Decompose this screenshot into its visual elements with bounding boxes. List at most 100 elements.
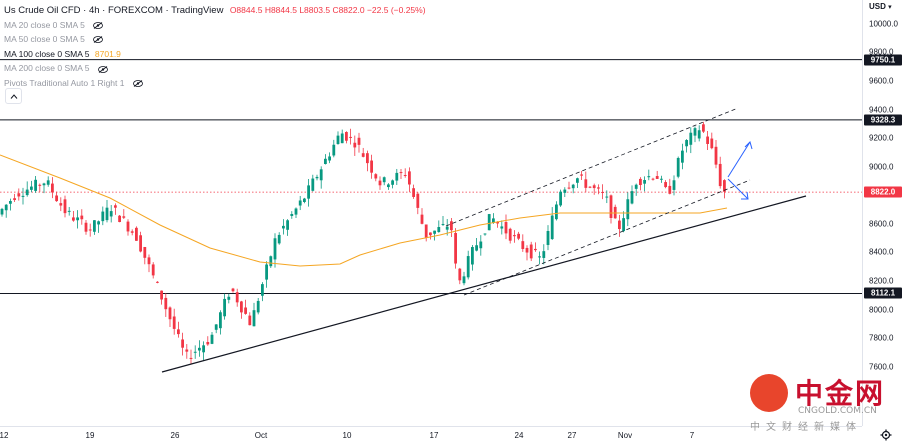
- candle-body: [143, 247, 147, 258]
- axis-currency[interactable]: USD ▾: [869, 2, 892, 11]
- candle-body: [601, 191, 604, 193]
- price-tick: 9200.0: [869, 133, 894, 143]
- candle-body: [622, 218, 625, 232]
- candle-body: [630, 191, 634, 204]
- candle-body: [76, 217, 79, 221]
- candle-body: [387, 184, 390, 188]
- candle-body: [273, 238, 277, 260]
- candle-body: [529, 244, 533, 259]
- watermark-title: 中金网: [795, 377, 886, 410]
- indicator-label: MA 50 close 0 SMA 5: [4, 34, 85, 45]
- candle-body: [118, 215, 121, 223]
- candle-body: [286, 220, 289, 230]
- eye-icon[interactable]: [98, 65, 108, 73]
- candle-body: [676, 157, 680, 177]
- candle-body: [555, 204, 558, 220]
- candle-body: [576, 178, 579, 183]
- eye-icon[interactable]: [93, 36, 104, 44]
- ohlc-change: −22.5 (−0.25%): [366, 5, 426, 15]
- candle-body: [718, 163, 722, 187]
- indicator-ma50[interactable]: MA 50 close 0 SMA 5: [4, 32, 426, 47]
- projection-arrow-up: [727, 141, 751, 178]
- chart-area[interactable]: [0, 0, 862, 426]
- candle-body: [210, 334, 214, 344]
- candle-body: [38, 184, 42, 186]
- candle-body: [311, 178, 315, 191]
- candle-body: [660, 178, 663, 180]
- candle-body: [282, 225, 285, 229]
- candle-body: [445, 226, 449, 230]
- candle-body: [227, 296, 231, 300]
- candle-body: [147, 257, 151, 265]
- price-axis[interactable]: USD ▾ 10000.0 9800.0 9600.0 9400.0 9200.0 900…: [862, 0, 903, 426]
- candle-body: [206, 342, 210, 345]
- candle-body: [63, 199, 67, 214]
- candle-body: [181, 339, 184, 348]
- candle-body: [55, 195, 58, 202]
- indicator-pivots[interactable]: Pivots Traditional Auto 1 Right 1: [4, 76, 426, 91]
- candle-body: [59, 203, 63, 206]
- symbol-header[interactable]: Us Crude Oil CFD · 4h · FOREXCOM · Tradi…: [4, 3, 426, 18]
- indicator-ma20[interactable]: MA 20 close 0 SMA 5: [4, 18, 426, 33]
- candle-body: [177, 329, 180, 335]
- time-tick: 26: [170, 431, 180, 440]
- eye-icon[interactable]: [132, 80, 143, 88]
- candle-body: [618, 220, 621, 230]
- indicator-label: MA 200 close 0 SMA 5: [4, 63, 90, 74]
- price-tick: 8600.0: [869, 219, 894, 229]
- gear-icon[interactable]: [880, 429, 892, 441]
- candle-body: [672, 180, 676, 190]
- candle-body: [340, 133, 344, 144]
- candle-body: [706, 136, 709, 144]
- time-axis[interactable]: 12 19 26 Oct 10 17 24 27 Nov 7: [0, 426, 862, 447]
- candle-body: [101, 211, 105, 222]
- ma100-line: [0, 154, 728, 267]
- eye-icon[interactable]: [93, 21, 104, 29]
- candle-body: [655, 176, 659, 179]
- price-tick: 7600.0: [869, 362, 894, 372]
- candle-body: [240, 301, 243, 313]
- candle-body: [185, 349, 189, 352]
- candle-body: [647, 176, 651, 178]
- candle-body: [634, 184, 638, 189]
- candle-body: [471, 247, 474, 265]
- candle-body: [429, 232, 432, 236]
- candle-body: [462, 276, 466, 284]
- candle-body: [643, 180, 646, 184]
- candle-body: [9, 201, 12, 204]
- candle-body: [483, 233, 487, 235]
- candle-body: [626, 199, 630, 220]
- indicator-ma200[interactable]: MA 200 close 0 SMA 5: [4, 61, 426, 76]
- candle-body: [567, 187, 571, 189]
- candle-body: [21, 195, 25, 197]
- time-tick: Nov: [617, 431, 633, 440]
- candle-body: [252, 310, 256, 327]
- price-chart[interactable]: [0, 0, 862, 426]
- candle-body: [366, 153, 369, 164]
- candle-body: [693, 128, 697, 136]
- candle-body: [265, 264, 268, 280]
- candle-body: [416, 193, 420, 208]
- candle-body: [80, 215, 84, 220]
- candle-body: [395, 172, 399, 181]
- candle-body: [714, 146, 718, 165]
- candle-body: [479, 241, 483, 249]
- channel-lower-line: [463, 179, 751, 296]
- candle-body: [681, 150, 684, 163]
- candle-body: [198, 347, 201, 351]
- collapse-legend-button[interactable]: [5, 88, 22, 104]
- candle-body: [391, 180, 394, 185]
- candle-body: [4, 204, 8, 211]
- candle-body: [450, 221, 453, 231]
- indicator-ma100[interactable]: MA 100 close 0 SMA 5 8701.9: [4, 47, 426, 62]
- candle-body: [261, 284, 264, 296]
- candle-body: [559, 191, 562, 206]
- candle-body: [689, 132, 693, 145]
- candle-body: [46, 180, 50, 185]
- time-tick: 10: [342, 431, 352, 440]
- candle-body: [374, 174, 378, 179]
- candle-body: [269, 256, 273, 267]
- candle-body: [521, 241, 525, 250]
- time-tick: 27: [567, 431, 577, 440]
- symbol-title: Us Crude Oil CFD · 4h · FOREXCOM · Tradi…: [4, 5, 224, 16]
